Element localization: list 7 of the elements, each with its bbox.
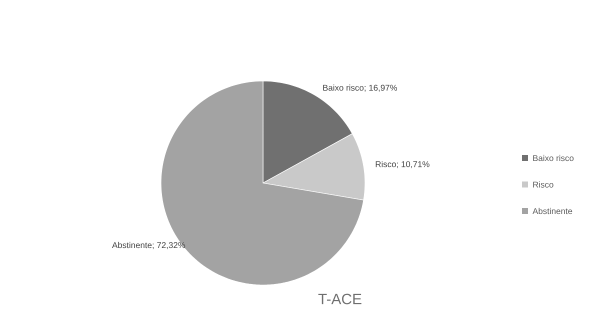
text: T-ACE (318, 294, 362, 304)
legend-label: Abstinente (532, 208, 572, 214)
data-label: Risco; 10,71% (376, 160, 430, 168)
legend-label: Risco (533, 181, 554, 188)
data-label: Abstinente; 72,32% (112, 242, 186, 250)
legend-label: Baixo risco (533, 154, 574, 162)
data-label: Baixo risco; 16,97% (323, 84, 398, 92)
